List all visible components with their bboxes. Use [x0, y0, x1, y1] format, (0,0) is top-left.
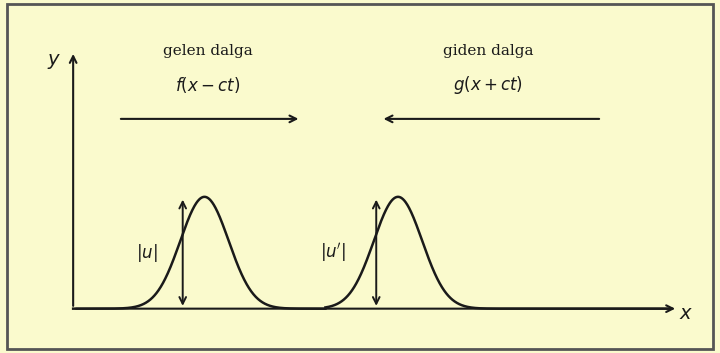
Text: gelen dalga: gelen dalga	[163, 44, 253, 58]
Text: $f(x - ct)$: $f(x - ct)$	[175, 75, 240, 95]
Text: giden dalga: giden dalga	[443, 44, 533, 58]
Text: $|u'|$: $|u'|$	[320, 241, 346, 264]
Text: $x$: $x$	[679, 305, 693, 323]
Text: $g(x + ct)$: $g(x + ct)$	[453, 74, 523, 96]
Text: $y$: $y$	[47, 52, 61, 71]
Text: $|u|$: $|u|$	[136, 242, 158, 264]
